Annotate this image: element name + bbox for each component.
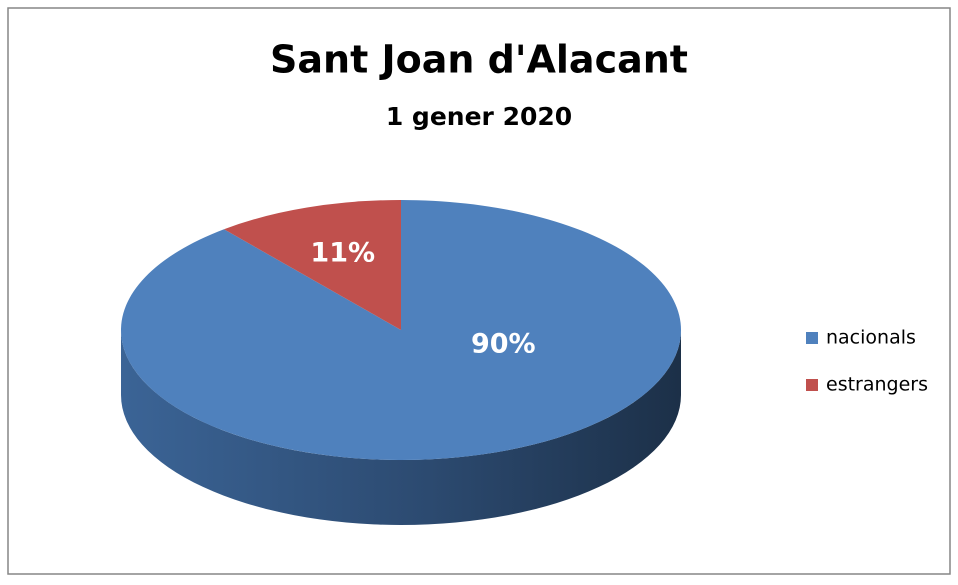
slice [224,200,401,330]
data-label: 11% [310,238,375,269]
chart-title: Sant Joan d'Alacant [270,38,688,82]
slice-side [121,330,681,525]
legend-swatch [806,332,818,344]
chart-subtitle: 1 gener 2020 [386,102,572,131]
legend-swatch [806,379,818,391]
data-label: 90% [471,329,536,360]
legend-label: estrangers [826,374,928,396]
legend-label: nacionals [826,327,916,349]
